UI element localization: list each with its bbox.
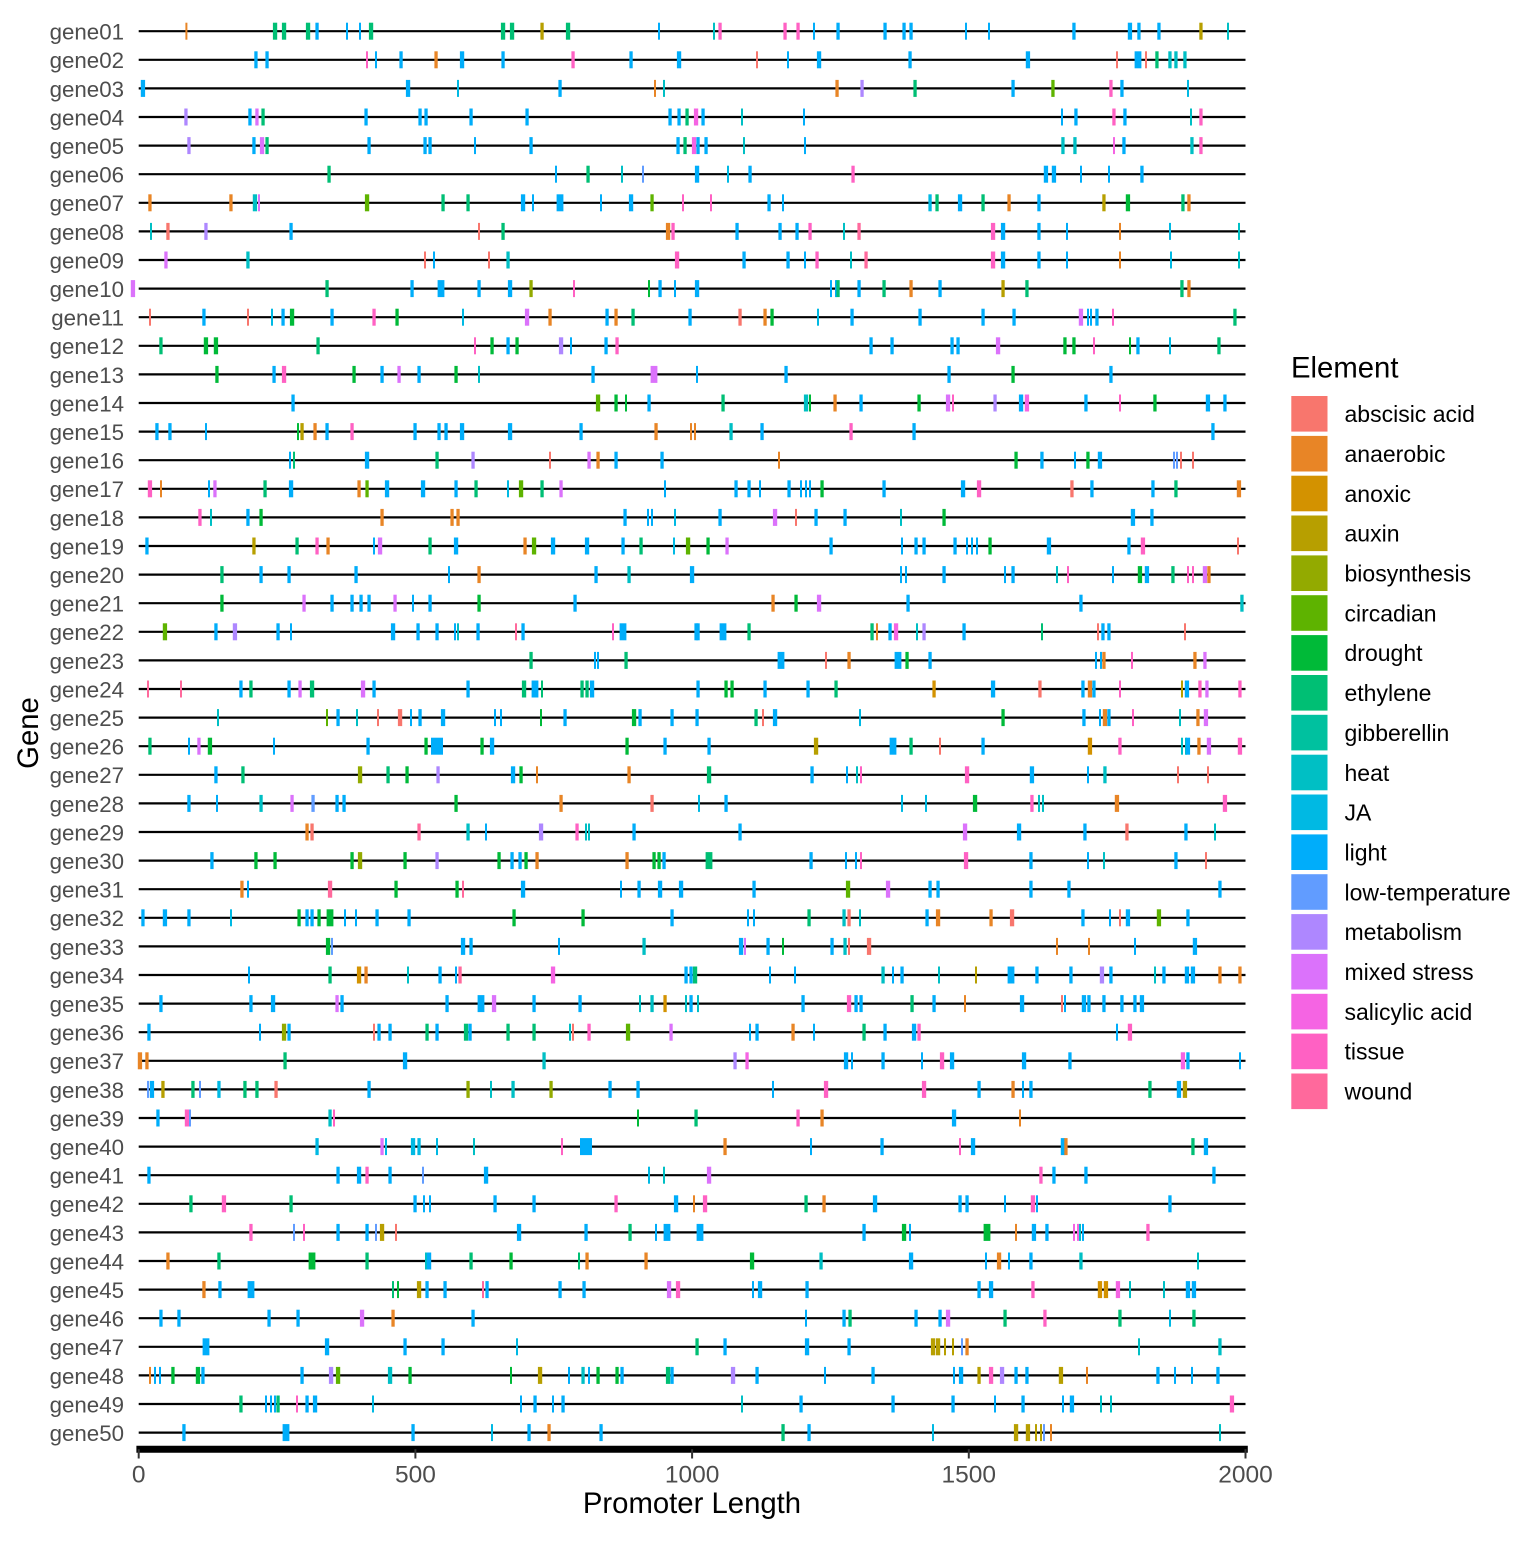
svg-text:gene43: gene43 bbox=[50, 1221, 124, 1246]
svg-text:0: 0 bbox=[132, 1462, 146, 1489]
svg-text:salicylic acid: salicylic acid bbox=[1345, 999, 1473, 1025]
svg-text:gene05: gene05 bbox=[50, 134, 124, 159]
svg-text:gene24: gene24 bbox=[50, 677, 124, 702]
svg-text:ethylene: ethylene bbox=[1345, 680, 1432, 706]
svg-text:gene41: gene41 bbox=[50, 1164, 124, 1189]
svg-text:gene40: gene40 bbox=[50, 1135, 124, 1160]
svg-text:gene35: gene35 bbox=[50, 992, 124, 1017]
svg-text:metabolism: metabolism bbox=[1345, 919, 1463, 945]
svg-text:1000: 1000 bbox=[665, 1462, 720, 1489]
svg-text:anaerobic: anaerobic bbox=[1345, 441, 1446, 467]
svg-text:gene09: gene09 bbox=[50, 248, 124, 273]
svg-text:heat: heat bbox=[1345, 760, 1390, 786]
svg-text:gene07: gene07 bbox=[50, 191, 124, 216]
svg-text:gene22: gene22 bbox=[50, 620, 124, 645]
svg-text:gene08: gene08 bbox=[50, 220, 124, 245]
svg-text:gene38: gene38 bbox=[50, 1078, 124, 1103]
svg-text:gene44: gene44 bbox=[50, 1249, 124, 1274]
svg-text:gene42: gene42 bbox=[50, 1192, 124, 1217]
svg-text:Promoter Length: Promoter Length bbox=[583, 1487, 801, 1520]
svg-text:biosynthesis: biosynthesis bbox=[1345, 561, 1472, 587]
svg-text:gene13: gene13 bbox=[50, 363, 124, 388]
svg-text:gene18: gene18 bbox=[50, 506, 124, 531]
svg-text:gene45: gene45 bbox=[50, 1278, 124, 1303]
svg-text:tissue: tissue bbox=[1345, 1039, 1405, 1065]
svg-text:gene17: gene17 bbox=[50, 477, 124, 502]
svg-text:gene01: gene01 bbox=[50, 20, 124, 45]
svg-text:2000: 2000 bbox=[1218, 1462, 1273, 1489]
svg-text:gene50: gene50 bbox=[50, 1421, 124, 1446]
svg-text:gene36: gene36 bbox=[50, 1021, 124, 1046]
svg-text:gene12: gene12 bbox=[50, 334, 124, 359]
svg-text:500: 500 bbox=[395, 1462, 436, 1489]
svg-text:gene20: gene20 bbox=[50, 563, 124, 588]
svg-text:gene48: gene48 bbox=[50, 1364, 124, 1389]
svg-text:gene46: gene46 bbox=[50, 1307, 124, 1332]
svg-text:gibberellin: gibberellin bbox=[1345, 720, 1450, 746]
svg-text:gene49: gene49 bbox=[50, 1392, 124, 1417]
svg-text:abscisic acid: abscisic acid bbox=[1345, 401, 1475, 427]
svg-text:gene25: gene25 bbox=[50, 706, 124, 731]
svg-text:gene16: gene16 bbox=[50, 449, 124, 474]
svg-text:gene06: gene06 bbox=[50, 163, 124, 188]
svg-text:gene26: gene26 bbox=[50, 735, 124, 760]
svg-text:gene28: gene28 bbox=[50, 792, 124, 817]
svg-text:mixed stress: mixed stress bbox=[1345, 959, 1474, 985]
svg-text:gene23: gene23 bbox=[50, 649, 124, 674]
svg-text:gene27: gene27 bbox=[50, 763, 124, 788]
svg-text:drought: drought bbox=[1345, 640, 1424, 666]
svg-text:gene37: gene37 bbox=[50, 1049, 124, 1074]
svg-text:gene29: gene29 bbox=[50, 820, 124, 845]
svg-text:gene32: gene32 bbox=[50, 906, 124, 931]
svg-text:gene34: gene34 bbox=[50, 963, 124, 988]
svg-text:1500: 1500 bbox=[942, 1462, 997, 1489]
svg-text:auxin: auxin bbox=[1345, 521, 1400, 547]
svg-text:gene14: gene14 bbox=[50, 391, 124, 416]
svg-text:gene39: gene39 bbox=[50, 1106, 124, 1131]
svg-text:gene31: gene31 bbox=[50, 878, 124, 903]
svg-text:anoxic: anoxic bbox=[1345, 481, 1411, 507]
svg-text:gene30: gene30 bbox=[50, 849, 124, 874]
svg-text:low-temperature: low-temperature bbox=[1345, 879, 1511, 905]
svg-text:gene47: gene47 bbox=[50, 1335, 124, 1360]
svg-text:gene21: gene21 bbox=[50, 592, 124, 617]
svg-text:light: light bbox=[1345, 839, 1388, 865]
svg-text:Element: Element bbox=[1291, 352, 1398, 385]
svg-text:gene10: gene10 bbox=[50, 277, 124, 302]
svg-text:JA: JA bbox=[1345, 800, 1373, 826]
svg-text:gene15: gene15 bbox=[50, 420, 124, 445]
svg-text:gene33: gene33 bbox=[50, 935, 124, 960]
svg-text:Gene: Gene bbox=[12, 697, 45, 769]
svg-text:wound: wound bbox=[1344, 1079, 1413, 1105]
svg-text:gene04: gene04 bbox=[50, 105, 124, 130]
svg-text:circadian: circadian bbox=[1345, 600, 1437, 626]
svg-text:gene03: gene03 bbox=[50, 77, 124, 102]
svg-text:gene02: gene02 bbox=[50, 48, 124, 73]
svg-text:gene19: gene19 bbox=[50, 534, 124, 559]
svg-text:gene11: gene11 bbox=[51, 306, 124, 331]
